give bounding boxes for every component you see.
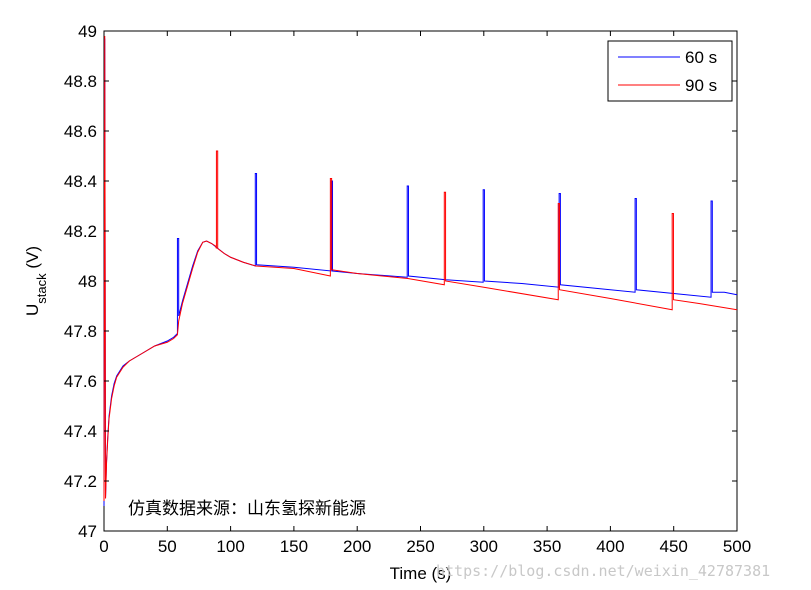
watermark-url: https://blog.csdn.net/weixin_42787381 (436, 562, 770, 580)
y-tick-label: 47 (78, 522, 97, 541)
x-tick-label: 350 (533, 537, 561, 556)
legend-box (607, 40, 733, 102)
legend-label-90s: 90 s (685, 76, 717, 95)
y-tick-label: 47.8 (64, 322, 97, 341)
y-tick-label: 48.2 (64, 222, 97, 241)
y-tick-label: 48.8 (64, 72, 97, 91)
series-line-90s (103, 35, 738, 502)
y-tick-label: 48.4 (64, 172, 97, 191)
x-tick-label: 200 (343, 537, 371, 556)
y-axis-label-unit: (V) (23, 246, 42, 273)
x-axis-label: Time (s) (390, 564, 452, 583)
y-tick-label: 48.6 (64, 122, 97, 141)
y-axis: 47 47.2 47.4 47.6 47.8 48 48.2 48.4 48.6 48.8 49 (64, 22, 737, 541)
x-tick-label: 500 (723, 537, 751, 556)
y-axis-label: Ustack (V) (23, 246, 49, 316)
y-tick-label: 48 (78, 272, 97, 291)
y-tick-label: 49 (78, 22, 97, 41)
x-tick-label: 300 (470, 537, 498, 556)
y-tick-label: 47.6 (64, 372, 97, 391)
legend: 60 s 90 s (607, 40, 733, 102)
x-tick-label: 150 (280, 537, 308, 556)
y-axis-label-subscript: stack (34, 273, 49, 304)
x-axis: 0 50 100 150 200 250 300 350 400 450 500 (99, 31, 751, 556)
x-tick-label: 100 (216, 537, 244, 556)
y-tick-label: 47.4 (64, 422, 97, 441)
x-tick-label: 250 (406, 537, 434, 556)
x-tick-label: 400 (596, 537, 624, 556)
y-tick-label: 47.2 (64, 472, 97, 491)
x-tick-label: 0 (99, 537, 108, 556)
x-tick-label: 450 (660, 537, 688, 556)
legend-label-60s: 60 s (685, 48, 717, 67)
y-axis-label-main: U (23, 304, 42, 316)
x-tick-label: 50 (158, 537, 177, 556)
series-layer (103, 35, 738, 507)
data-source-annotation: 仿真数据来源：山东氢探新能源 (128, 499, 366, 519)
